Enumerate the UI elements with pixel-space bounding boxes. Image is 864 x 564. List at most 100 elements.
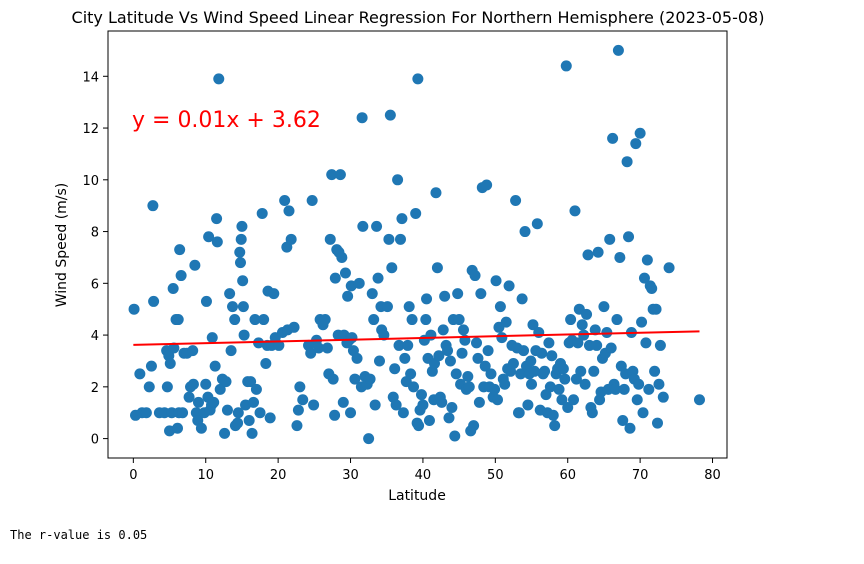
data-point <box>637 407 649 419</box>
data-point <box>283 205 295 217</box>
data-point <box>145 360 157 372</box>
data-point <box>413 420 425 432</box>
chart-title: City Latitude Vs Wind Speed Linear Regre… <box>72 8 765 27</box>
data-point <box>225 345 237 357</box>
data-point <box>643 383 655 395</box>
data-point <box>288 321 300 333</box>
data-point <box>234 257 246 269</box>
y-tick-label: 12 <box>82 122 99 137</box>
data-point <box>453 314 465 326</box>
data-point <box>557 363 569 375</box>
data-point <box>640 337 652 349</box>
data-point <box>423 414 435 426</box>
y-axis-label: Wind Speed (m/s) <box>54 183 70 308</box>
data-point <box>605 342 617 354</box>
data-point <box>415 389 427 401</box>
data-point <box>636 316 648 328</box>
data-point <box>431 262 443 274</box>
x-tick-label: 70 <box>632 468 649 483</box>
data-point <box>516 293 528 305</box>
data-point <box>346 332 358 344</box>
data-point <box>611 314 623 326</box>
data-point <box>439 290 451 302</box>
regression-equation: y = 0.01x + 3.62 <box>132 108 321 133</box>
data-point <box>177 407 189 419</box>
data-point <box>297 394 309 406</box>
data-point <box>553 383 565 395</box>
data-point <box>369 399 381 411</box>
data-point <box>421 293 433 305</box>
y-tick-label: 2 <box>91 381 99 396</box>
data-point <box>292 404 304 416</box>
data-point <box>610 383 622 395</box>
data-point <box>471 337 483 349</box>
y-tick-label: 14 <box>82 70 99 85</box>
x-tick-label: 20 <box>270 468 287 483</box>
data-point <box>499 378 511 390</box>
data-point <box>345 407 357 419</box>
data-point <box>268 288 280 300</box>
data-point <box>192 396 204 408</box>
data-point <box>436 396 448 408</box>
data-point <box>189 259 201 271</box>
data-point <box>245 376 257 388</box>
data-point <box>417 399 429 411</box>
data-point <box>249 314 261 326</box>
regression-layer <box>133 330 700 346</box>
data-point <box>657 391 669 403</box>
x-tick-label: 0 <box>129 468 137 483</box>
data-point <box>412 73 424 85</box>
data-point <box>324 233 336 245</box>
data-point <box>543 337 555 349</box>
data-point <box>479 360 491 372</box>
data-point <box>641 254 653 266</box>
data-point <box>337 396 349 408</box>
data-point <box>227 301 239 313</box>
data-point <box>631 394 643 406</box>
data-point <box>143 381 155 393</box>
data-point <box>209 360 221 372</box>
data-point <box>167 282 179 294</box>
data-point <box>575 365 587 377</box>
data-point <box>513 407 525 419</box>
data-point <box>321 342 333 354</box>
data-point <box>211 236 223 248</box>
data-point <box>589 324 601 336</box>
data-point <box>364 373 376 385</box>
data-point <box>437 324 449 336</box>
data-point <box>390 399 402 411</box>
data-point <box>536 347 548 359</box>
data-point <box>237 301 249 313</box>
y-tick-label: 8 <box>91 226 99 241</box>
data-point <box>630 138 642 150</box>
data-point <box>172 422 184 434</box>
data-point <box>528 365 540 377</box>
data-point <box>336 251 348 263</box>
data-point <box>357 220 369 232</box>
data-point <box>581 308 593 320</box>
data-point <box>503 280 515 292</box>
data-point <box>489 383 501 395</box>
data-point <box>383 233 395 245</box>
data-point <box>420 314 432 326</box>
data-point <box>285 233 297 245</box>
data-point <box>254 407 266 419</box>
data-point <box>394 233 406 245</box>
data-point <box>457 324 469 336</box>
data-point <box>399 352 411 364</box>
data-point <box>507 358 519 370</box>
data-point <box>353 277 365 289</box>
data-point <box>533 326 545 338</box>
data-point <box>654 339 666 351</box>
data-point <box>329 409 341 421</box>
data-point <box>213 73 225 85</box>
data-point <box>384 109 396 121</box>
data-point <box>496 332 508 344</box>
data-point <box>568 394 580 406</box>
data-point <box>624 422 636 434</box>
scatter-chart: City Latitude Vs Wind Speed Linear Regre… <box>54 8 765 504</box>
data-point <box>526 378 538 390</box>
data-point <box>134 368 146 380</box>
data-point <box>308 399 320 411</box>
data-point <box>327 373 339 385</box>
